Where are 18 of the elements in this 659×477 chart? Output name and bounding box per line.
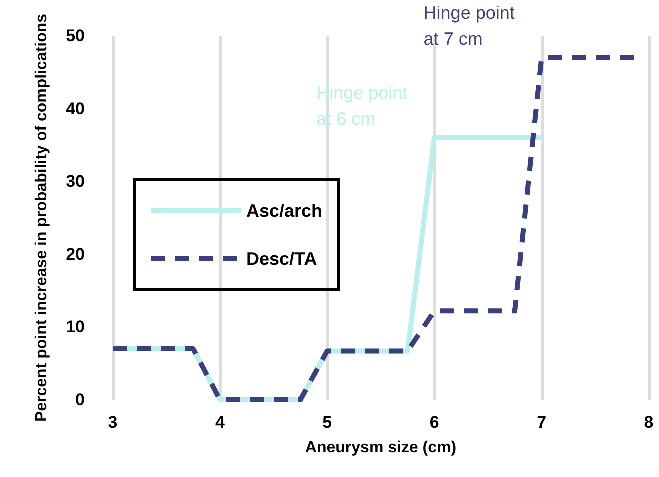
x-tick-label: 5	[322, 413, 332, 432]
annotation: Hinge point at 7 cm	[424, 2, 520, 49]
y-axis-title: Percent point increase in probability of complications	[34, 14, 50, 422]
x-tick-label: 4	[215, 413, 226, 432]
y-tick-label: 20	[66, 244, 85, 264]
legend-label: Asc/arch	[246, 201, 323, 221]
x-tick-label: 6	[430, 413, 440, 432]
y-tick-label: 30	[66, 172, 85, 192]
y-tick-label: 0	[76, 390, 85, 410]
x-tick-label: 8	[644, 413, 654, 432]
legend-label: Desc/TA	[246, 249, 318, 269]
x-tick-label: 7	[537, 413, 547, 432]
y-tick-label: 50	[66, 26, 85, 46]
y-tick-label: 10	[66, 318, 85, 337]
y-tick-label: 40	[66, 99, 85, 118]
annotation: Hinge point at 6 cm	[316, 82, 413, 129]
x-axis-title: Aneurysm size (cm)	[305, 440, 457, 456]
x-tick-label: 3	[108, 413, 118, 432]
